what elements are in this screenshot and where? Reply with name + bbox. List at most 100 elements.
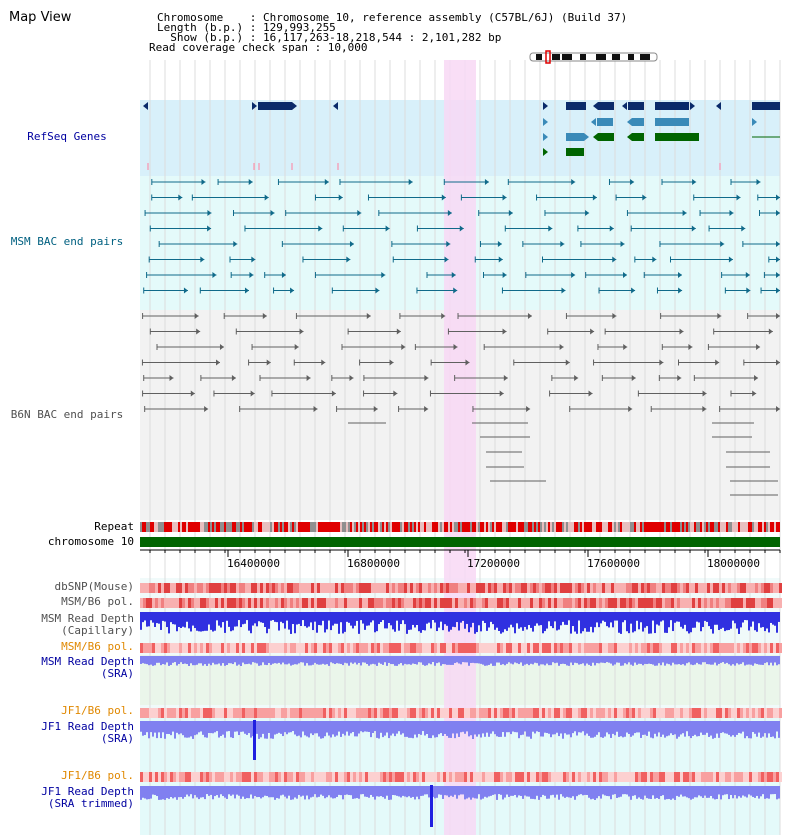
polymorphism-mark [317,708,320,718]
read-depth-bar [454,656,456,664]
read-depth-bar [336,721,338,736]
polymorphism-mark [368,583,371,593]
track-label-b6n-bac[interactable]: B6N BAC end pairs [10,408,124,421]
polymorphism-mark [518,708,521,718]
repeat-mark [472,522,474,532]
read-depth-bar [392,656,394,665]
read-depth-bar [254,612,256,624]
read-depth-bar [496,786,498,800]
read-depth-bar [610,786,612,800]
polymorphism-mark [347,708,350,718]
polymorphism-mark [230,583,233,593]
track-label-msm-pol-sra[interactable]: MSM/B6 pol. [61,640,134,653]
read-depth-bar [688,612,690,634]
read-depth-bar [170,786,172,798]
read-depth-bar [658,612,660,626]
read-depth-bar [358,786,360,799]
read-depth-bar [482,786,484,799]
read-depth-bar [352,656,354,664]
polymorphism-mark [356,598,359,608]
polymorphism-mark [206,583,209,593]
msm-bac-pair-end [776,194,780,201]
polymorphism-mark [551,583,554,593]
repeat-mark [698,522,700,532]
track-label-jf1-pol-trimmed[interactable]: JF1/B6 pol. [61,769,134,782]
track-label-repeat[interactable]: Repeat [94,520,134,533]
polymorphism-mark [173,772,176,782]
repeat-mark [540,522,542,532]
read-depth-bar [252,656,254,663]
track-label-jf1-depth-trimmed[interactable]: JF1 Read Depth [41,785,134,798]
polymorphism-mark [320,708,323,718]
track-label-refseq-genes[interactable]: RefSeq Genes [27,130,107,143]
read-depth-bar [620,612,622,634]
read-depth-bar [738,656,740,665]
read-depth-bar [344,612,346,632]
track-label-msm-pol[interactable]: MSM/B6 pol. [61,595,134,608]
read-depth-bar [672,786,674,799]
repeat-mark [376,522,378,532]
polymorphism-mark [638,598,641,608]
read-depth-bar [682,612,684,629]
track-label-jf1-pol[interactable]: JF1/B6 pol. [61,704,134,717]
read-depth-bar [634,656,636,663]
polymorphism-mark [569,598,572,608]
read-depth-bar [380,656,382,664]
polymorphism-mark [293,708,296,718]
read-depth-bar [244,721,246,734]
polymorphism-mark [242,643,245,653]
polymorphism-mark [695,598,698,608]
read-depth-bar [738,786,740,797]
polymorphism-mark [524,708,527,718]
b6n-bac-pair-end [393,390,398,397]
polymorphism-mark [449,772,452,782]
track-label-dbsnp[interactable]: dbSNP(Mouse) [54,580,134,593]
msm-bac-pair-end [207,210,212,216]
repeat-mark [252,522,254,532]
polymorphism-mark [296,583,299,593]
polymorphism-mark [761,583,764,593]
read-depth-bar [142,612,144,623]
polymorphism-mark [248,583,251,593]
polymorphism-mark [509,643,512,653]
repeat-mark [164,522,166,532]
repeat-mark [692,522,694,532]
track-label-jf1-depth-sra[interactable]: JF1 Read Depth [41,720,134,733]
read-depth-bar [726,656,728,663]
polymorphism-mark [392,772,395,782]
read-depth-bar [304,656,306,666]
read-depth-bar [516,786,518,798]
polymorphism-mark [698,643,701,653]
polymorphism-mark [581,643,584,653]
track-label-msm-depth-capillary[interactable]: MSM Read Depth [41,612,134,625]
polymorphism-mark [260,708,263,718]
repeat-mark [708,522,710,532]
read-depth-bar [616,612,618,621]
track-label-msm-bac[interactable]: MSM BAC end pairs [10,235,124,248]
polymorphism-mark [362,598,365,608]
read-depth-bar [202,656,204,666]
track-label-chromosome[interactable]: chromosome 10 [47,535,134,548]
read-depth-bar [580,612,582,634]
read-depth-bar [250,721,252,738]
read-depth-bar [716,721,718,734]
read-depth-bar [332,656,334,664]
polymorphism-mark [536,643,539,653]
read-depth-bar [496,721,498,737]
read-depth-bar [654,612,656,634]
read-depth-bar [354,786,356,799]
read-depth-bar [308,656,310,666]
read-depth-bar [226,721,228,732]
polymorphism-mark [680,583,683,593]
read-depth-bar [534,656,536,663]
read-depth-bar [432,656,434,663]
read-depth-bar [550,612,552,627]
read-depth-bar [374,656,376,665]
track-label-msm-depth-sra[interactable]: MSM Read Depth [41,655,134,668]
gene-arrow [591,118,596,126]
polymorphism-mark [641,598,644,608]
polymorphism-mark [596,643,599,653]
polymorphism-mark [164,772,167,782]
read-depth-bar [148,721,150,739]
